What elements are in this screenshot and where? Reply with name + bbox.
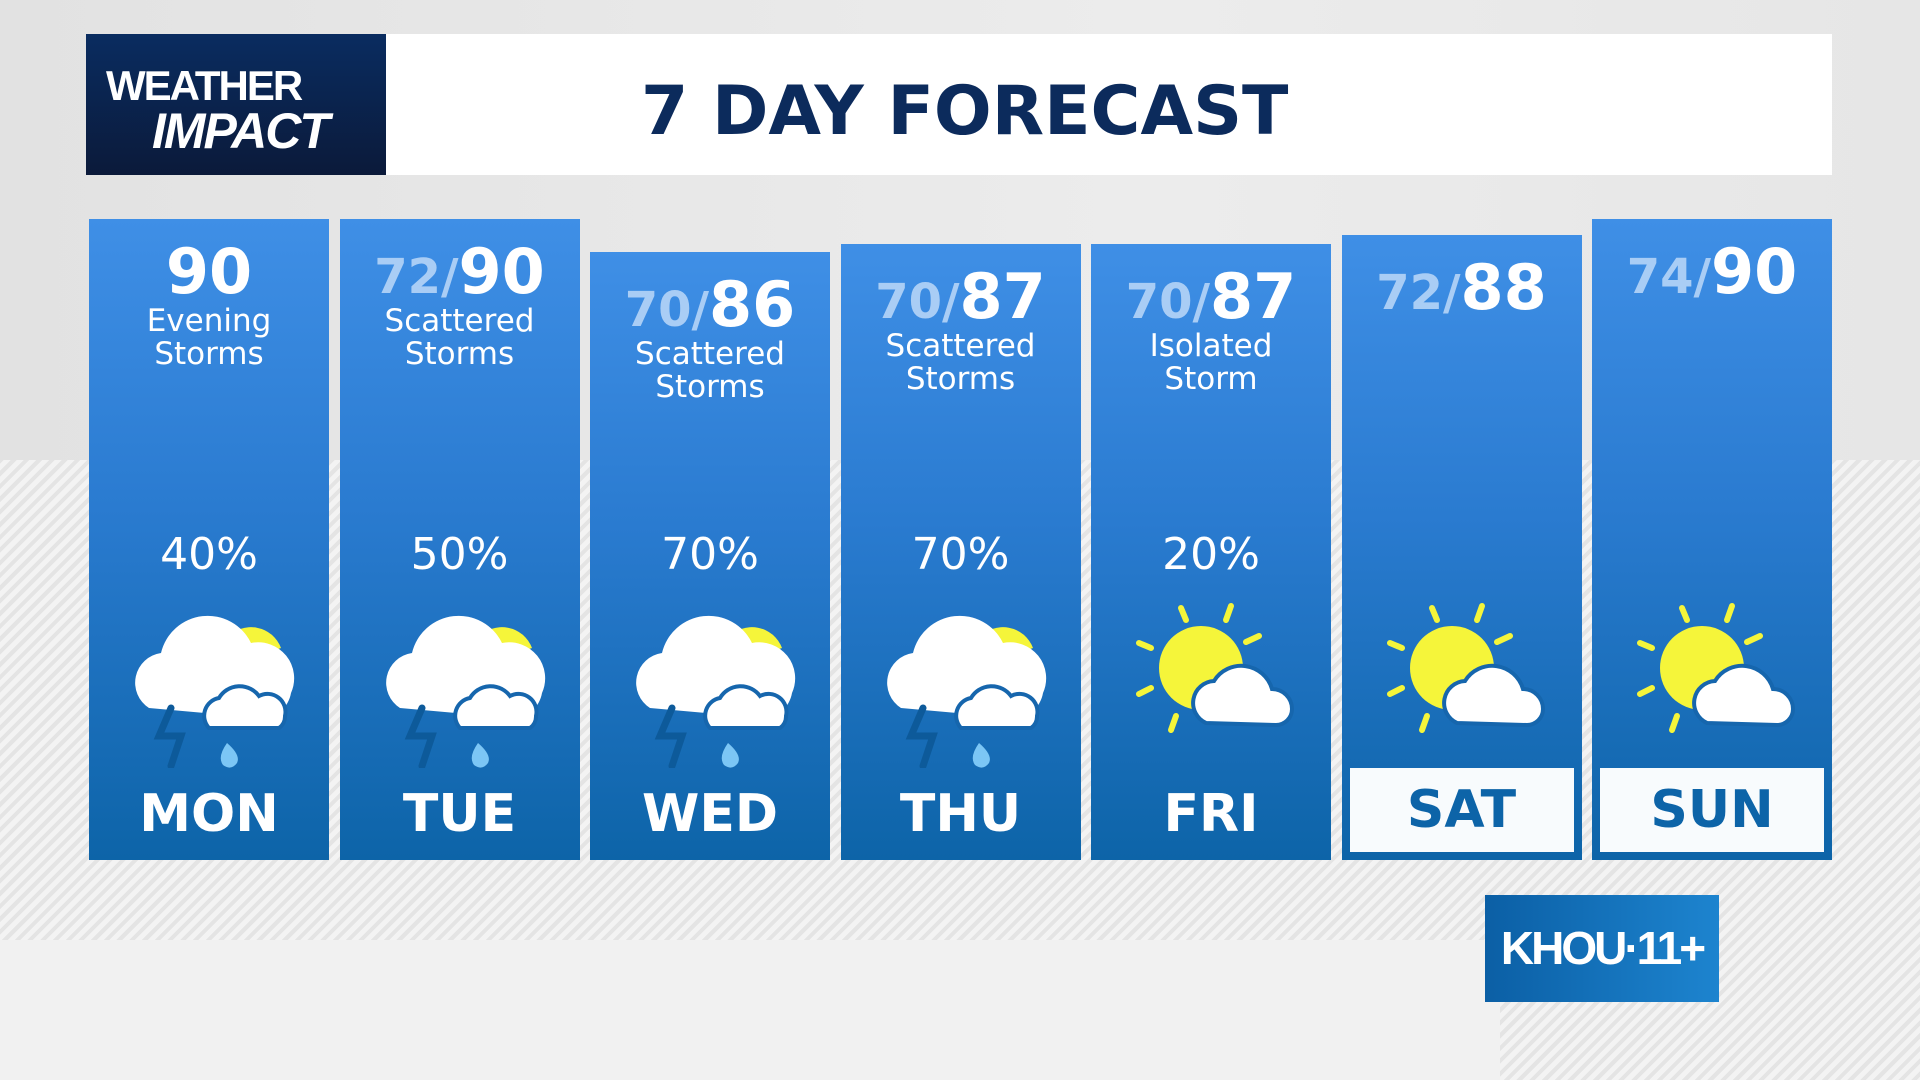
- precip-chance: 20%: [1162, 529, 1260, 580]
- temperature: 72/88: [1342, 257, 1582, 321]
- day-label: MON: [139, 784, 279, 844]
- high-temp: 86: [709, 268, 796, 341]
- background-panel: [0, 940, 1500, 1080]
- low-temp: 70/: [624, 282, 710, 338]
- temperature: 70/87: [841, 266, 1081, 330]
- day-column-fri: 70/87 Isolated Storm 20% FRI: [1091, 244, 1331, 860]
- day-label: SUN: [1600, 768, 1824, 852]
- day-label: THU: [899, 784, 1022, 844]
- storm-partly-sunny-icon: [861, 598, 1061, 770]
- condition-line1: Scattered: [384, 303, 535, 339]
- temperature: 70/87: [1091, 266, 1331, 330]
- low-temp: 72/: [374, 249, 459, 305]
- partly-sunny-icon: [1111, 598, 1311, 768]
- precip-chance: 70%: [911, 529, 1010, 580]
- temperature: 90: [89, 241, 329, 305]
- condition-line2: Storms: [404, 336, 515, 372]
- logo-line1: WEATHER: [106, 62, 303, 109]
- station-logo: KHOU·11+: [1485, 895, 1719, 1002]
- high-temp: 90: [458, 235, 545, 308]
- condition-line1: Isolated: [1149, 328, 1273, 364]
- storm-partly-sunny-icon: [610, 598, 810, 770]
- page-title: 7 DAY FORECAST: [641, 72, 1289, 151]
- day-label: TUE: [402, 784, 517, 844]
- precip-chance: 70%: [661, 529, 759, 580]
- day-label: WED: [641, 784, 779, 844]
- day-label: SAT: [1349, 768, 1574, 852]
- high-temp: 90: [165, 235, 253, 308]
- day-column-sun: 74/90 SUN: [1592, 219, 1832, 860]
- low-temp: 74/: [1626, 249, 1712, 305]
- condition-line1: Evening: [146, 303, 272, 339]
- day-column-mon: 90 Evening Storms 40% MON: [89, 219, 329, 860]
- low-temp: 72/: [1376, 265, 1461, 321]
- title-bar: 7 DAY FORECAST: [386, 34, 1832, 175]
- temperature: 72/90: [340, 241, 580, 305]
- temperature: 74/90: [1592, 241, 1832, 305]
- high-temp: 90: [1711, 235, 1798, 308]
- day-column-thu: 70/87 Scattered Storms 70% THU: [840, 244, 1081, 860]
- storm-partly-sunny-icon: [360, 598, 560, 770]
- low-temp: 70/: [875, 274, 960, 330]
- low-temp: 70/: [1125, 274, 1211, 330]
- partly-sunny-icon: [1362, 598, 1562, 768]
- high-temp: 88: [1460, 251, 1547, 324]
- condition-line1: Scattered: [635, 336, 785, 372]
- condition-line1: Scattered: [885, 328, 1036, 364]
- storm-partly-sunny-icon: [109, 598, 309, 770]
- condition-line2: Storm: [1164, 361, 1258, 397]
- partly-sunny-icon: [1612, 598, 1812, 768]
- condition-line2: Storms: [905, 361, 1016, 397]
- high-temp: 87: [1210, 260, 1297, 333]
- day-column-wed: 70/86 Scattered Storms 70% WED: [590, 252, 830, 860]
- condition-line2: Storms: [154, 336, 264, 372]
- precip-chance: 50%: [410, 529, 509, 580]
- condition-line2: Storms: [655, 369, 765, 405]
- day-column-sat: 72/88 SAT: [1341, 235, 1582, 860]
- temperature: 70/86: [590, 274, 830, 338]
- precip-chance: 40%: [160, 529, 258, 580]
- logo-line2: IMPACT: [152, 103, 330, 159]
- day-label: FRI: [1163, 784, 1259, 844]
- weather-impact-logo: WEATHER IMPACT: [86, 34, 386, 175]
- day-column-tue: 72/90 Scattered Storms 50% TUE: [339, 219, 580, 860]
- high-temp: 87: [959, 260, 1046, 333]
